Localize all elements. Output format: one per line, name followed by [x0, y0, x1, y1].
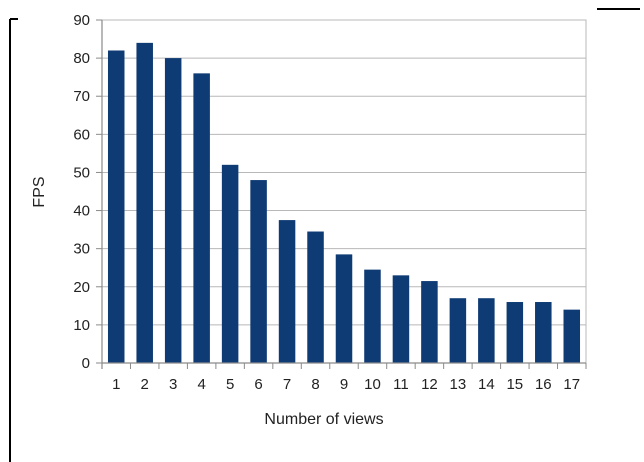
bar-10	[364, 269, 381, 363]
y-tick-label-60: 60	[73, 126, 90, 143]
y-tick-label-20: 20	[73, 279, 90, 296]
x-tick-label-11: 11	[393, 376, 409, 393]
y-axis-title: FPS	[31, 176, 48, 207]
bar-7	[278, 220, 296, 363]
bar-3	[164, 58, 182, 363]
bar-15	[506, 302, 524, 363]
y-tick-label-50: 50	[73, 164, 90, 181]
bar-13	[449, 298, 467, 363]
x-tick-labels: 1 2 3 4 5 6 7 8 9 10 11 12 13 14 15 16 17	[112, 376, 580, 393]
bar-14	[478, 298, 495, 363]
x-tick-label-3: 3	[169, 376, 177, 393]
x-tick-label-10: 10	[364, 376, 381, 393]
bar-11	[392, 275, 410, 363]
y-tick-labels: 0 10 20 30 40 50 60 70 80 90	[73, 12, 90, 372]
x-tick-label-7: 7	[283, 376, 291, 393]
bar-5	[221, 164, 239, 363]
x-tick-label-14: 14	[478, 376, 495, 393]
x-tick-label-16: 16	[535, 376, 552, 393]
x-tick-label-13: 13	[450, 376, 467, 393]
y-tick-label-30: 30	[73, 241, 90, 258]
y-tick-label-90: 90	[73, 12, 90, 29]
x-tick-label-5: 5	[226, 376, 234, 393]
x-tick-label-6: 6	[254, 376, 262, 393]
bar-6	[250, 180, 267, 363]
y-tick-label-0: 0	[82, 355, 90, 372]
x-axis-title: Number of views	[264, 411, 383, 428]
x-tick-label-12: 12	[421, 376, 438, 393]
bar-4	[193, 73, 210, 363]
x-tick-label-8: 8	[311, 376, 319, 393]
x-tick-label-17: 17	[563, 376, 580, 393]
bar-1	[107, 50, 125, 363]
x-tick-label-15: 15	[506, 376, 523, 393]
bar-17	[563, 309, 581, 363]
axes	[96, 19, 587, 369]
bars	[107, 42, 581, 363]
x-tick-label-9: 9	[340, 376, 348, 393]
x-tick-label-2: 2	[141, 376, 149, 393]
y-tick-label-80: 80	[73, 50, 90, 67]
x-tick-label-1: 1	[112, 376, 120, 393]
bar-12	[421, 281, 438, 363]
bar-16	[535, 302, 552, 363]
bar-8	[307, 231, 324, 363]
bar-9	[335, 254, 353, 363]
x-tick-label-4: 4	[197, 376, 205, 393]
y-tick-label-70: 70	[73, 88, 90, 105]
y-tick-label-40: 40	[73, 203, 90, 220]
y-tick-label-10: 10	[73, 317, 90, 334]
bar-2	[136, 42, 153, 363]
